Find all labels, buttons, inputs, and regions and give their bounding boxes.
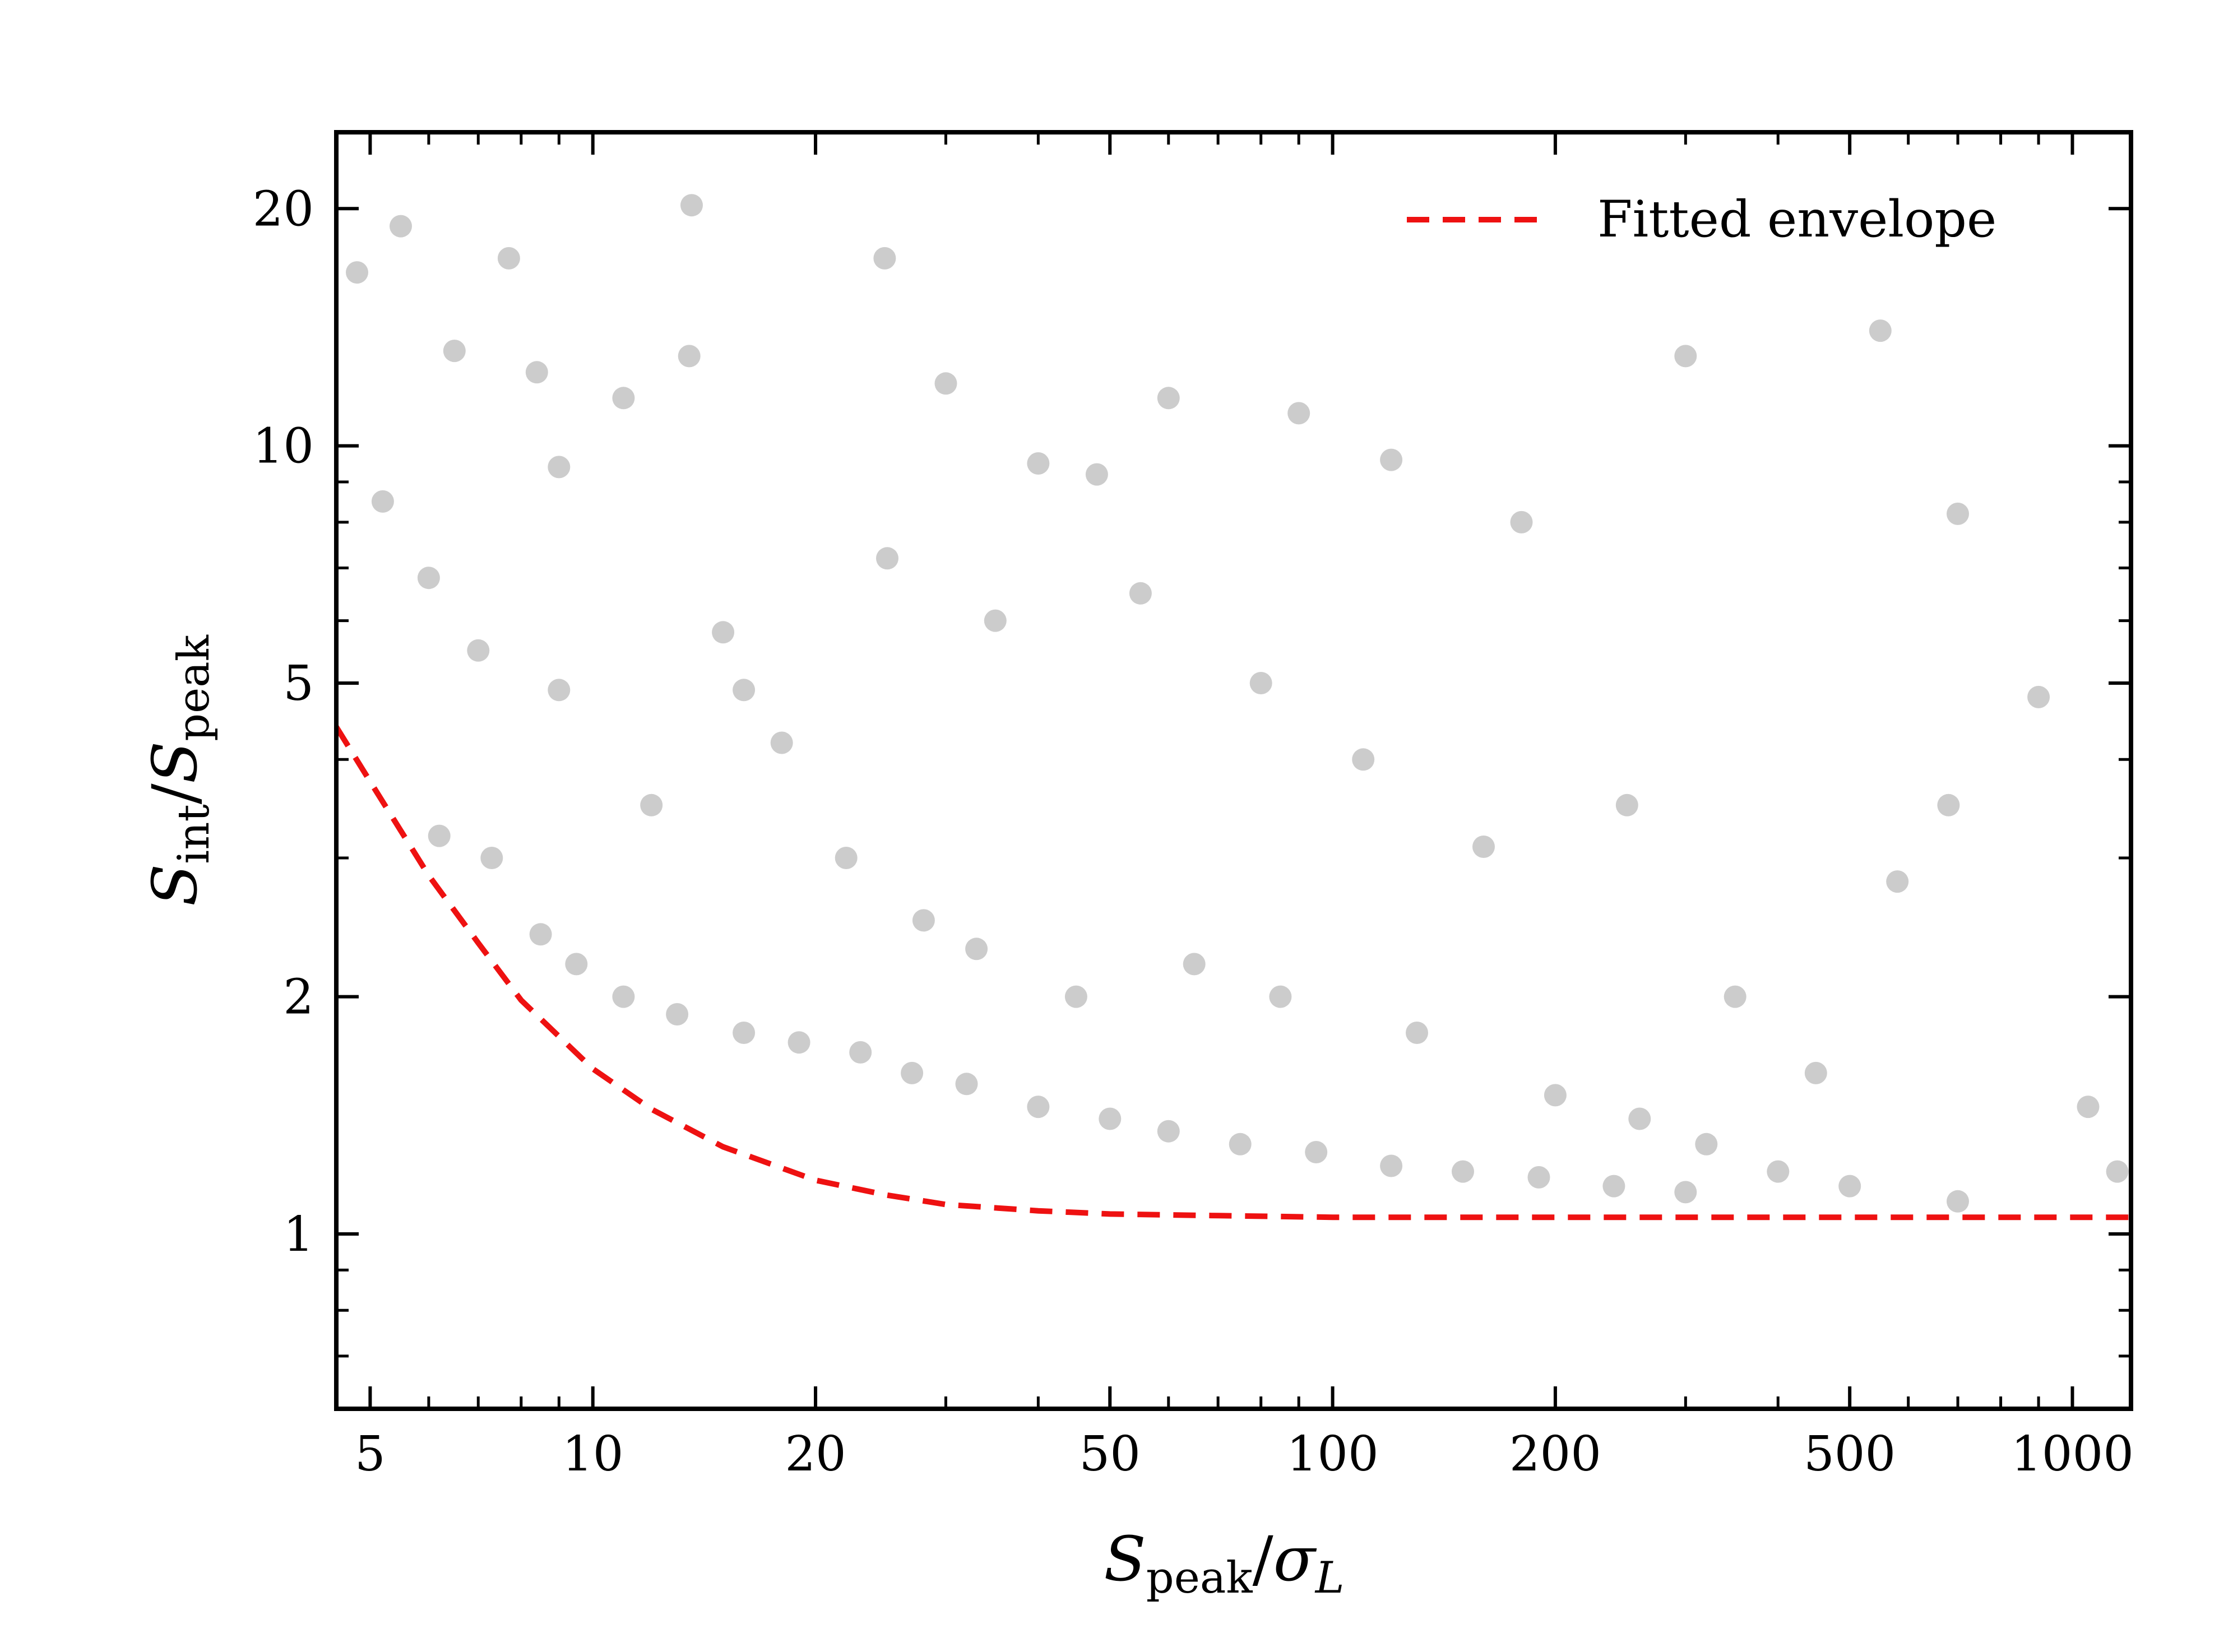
data-point — [371, 490, 394, 513]
data-point — [1157, 1120, 1180, 1143]
data-point — [1452, 1160, 1474, 1183]
data-point — [1249, 672, 1272, 694]
data-point — [1947, 502, 1969, 525]
data-point — [934, 372, 957, 395]
data-point — [912, 909, 935, 932]
data-point — [1674, 345, 1697, 368]
legend-label: Fitted envelope — [1597, 190, 1996, 249]
x-tick-label: 5 — [355, 1426, 386, 1482]
data-point — [1695, 1133, 1718, 1156]
points-layer — [346, 194, 2129, 1213]
data-point — [678, 345, 701, 368]
data-point — [1027, 1096, 1050, 1119]
data-point — [1229, 1133, 1252, 1156]
data-point — [1947, 1190, 1969, 1213]
data-point — [612, 387, 635, 410]
data-point — [2077, 1096, 2100, 1119]
data-point — [1305, 1141, 1328, 1163]
data-point — [1602, 1175, 1625, 1198]
data-point — [525, 361, 548, 384]
y-tick-label: 10 — [253, 419, 314, 475]
data-point — [666, 1003, 689, 1025]
data-point — [955, 1073, 978, 1096]
data-point — [1724, 985, 1746, 1008]
plot-frame — [334, 130, 2133, 1411]
data-point — [1544, 1084, 1567, 1107]
data-point — [1269, 985, 1292, 1008]
data-point — [2027, 685, 2050, 708]
x-tick-label: 10 — [562, 1426, 623, 1482]
data-point — [876, 547, 898, 570]
y-tick-label: 5 — [283, 656, 314, 712]
data-point — [417, 567, 440, 590]
data-point — [565, 953, 588, 976]
data-point — [873, 247, 896, 270]
data-point — [680, 194, 703, 217]
data-point — [1099, 1107, 1122, 1130]
data-point — [770, 731, 793, 754]
data-point — [443, 340, 466, 363]
data-point — [428, 824, 451, 847]
data-point — [548, 456, 571, 479]
x-tick-label: 1000 — [2011, 1426, 2134, 1482]
ticks-layer: 5 10 20 50 100 200 500 1000 1 2 5 10 20 — [253, 132, 2134, 1482]
data-point — [733, 679, 756, 702]
envelope-line-layer — [333, 725, 2131, 1221]
data-point — [1064, 985, 1087, 1008]
data-point — [849, 1041, 872, 1064]
data-point — [1869, 319, 1892, 342]
data-point — [835, 847, 858, 869]
x-tick-label: 100 — [1287, 1426, 1379, 1482]
data-point — [1287, 402, 1310, 425]
data-point — [1352, 748, 1375, 771]
data-point — [901, 1061, 924, 1084]
data-point — [965, 938, 988, 960]
data-point — [2106, 1160, 2129, 1183]
data-point — [1674, 1181, 1697, 1204]
data-point — [787, 1031, 810, 1054]
data-point — [1157, 387, 1180, 410]
data-point — [548, 679, 571, 702]
y-tick-label: 20 — [253, 181, 314, 237]
data-point — [612, 985, 635, 1008]
x-tick-label: 500 — [1804, 1426, 1896, 1482]
data-point — [1380, 448, 1403, 471]
y-tick-label: 2 — [283, 969, 314, 1025]
data-point — [1380, 1154, 1403, 1177]
x-tick-label: 20 — [785, 1426, 846, 1482]
fitted-envelope-line — [333, 725, 2131, 1221]
data-point — [1027, 452, 1050, 475]
data-point — [712, 621, 735, 644]
data-point — [1527, 1166, 1550, 1189]
data-point — [1886, 870, 1909, 893]
legend: Fitted envelope — [1407, 190, 1996, 249]
data-point — [1472, 836, 1495, 858]
x-tick-label: 200 — [1509, 1426, 1601, 1482]
x-tick-label: 50 — [1080, 1426, 1141, 1482]
data-point — [1767, 1160, 1790, 1183]
y-axis-title: Sint/Speak — [139, 634, 219, 906]
x-axis-title: Speak/σL — [1104, 1523, 1344, 1603]
data-point — [1129, 582, 1152, 605]
data-point — [1510, 511, 1533, 533]
data-point — [497, 247, 520, 270]
data-point — [1183, 953, 1206, 976]
data-point — [1804, 1061, 1827, 1084]
data-point — [467, 639, 490, 662]
data-point — [1628, 1107, 1651, 1130]
data-point — [984, 609, 1007, 632]
data-point — [346, 261, 368, 284]
data-point — [1615, 793, 1638, 816]
data-point — [390, 215, 412, 238]
data-point — [480, 847, 503, 869]
data-point — [640, 793, 663, 816]
y-tick-label: 1 — [283, 1206, 314, 1263]
data-point — [1406, 1022, 1428, 1044]
data-point — [1085, 463, 1108, 486]
data-point — [1937, 793, 1960, 816]
data-point — [733, 1022, 756, 1044]
data-point — [529, 923, 552, 946]
data-point — [1838, 1175, 1861, 1198]
